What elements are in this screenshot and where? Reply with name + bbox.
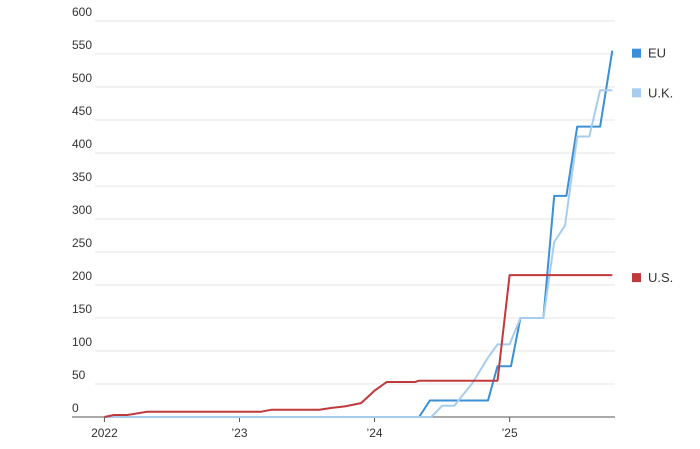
y-tick-label: 350 bbox=[72, 170, 92, 184]
series-line bbox=[104, 50, 614, 418]
y-tick-label: 300 bbox=[72, 203, 92, 217]
legend-label: U.K. bbox=[648, 85, 673, 100]
y-tick-label: 150 bbox=[72, 302, 92, 316]
x-tick-label: 2022 bbox=[91, 426, 118, 440]
y-tick-label: 100 bbox=[72, 335, 92, 349]
legend-swatch bbox=[632, 88, 641, 98]
legend-label: EU bbox=[648, 46, 666, 61]
y-tick-label: 550 bbox=[72, 38, 92, 52]
y-tick-label: 50 bbox=[72, 368, 86, 382]
y-tick-label: 400 bbox=[72, 137, 92, 151]
y-tick-label: 450 bbox=[72, 104, 92, 118]
y-tick-label: 600 bbox=[72, 5, 92, 19]
legend-swatch bbox=[632, 273, 641, 283]
x-tick-label: ’23 bbox=[231, 426, 247, 440]
y-tick-label: 200 bbox=[72, 269, 92, 283]
y-tick-label: 500 bbox=[72, 71, 92, 85]
x-tick-label: ’24 bbox=[367, 426, 383, 440]
legend-label: U.S. bbox=[648, 270, 673, 285]
x-tick-label: ’25 bbox=[502, 426, 518, 440]
y-tick-label: 0 bbox=[72, 401, 79, 415]
series-line bbox=[104, 274, 613, 418]
y-tick-label: 250 bbox=[72, 236, 92, 250]
series-line bbox=[104, 89, 613, 418]
legend-swatch bbox=[632, 48, 641, 58]
